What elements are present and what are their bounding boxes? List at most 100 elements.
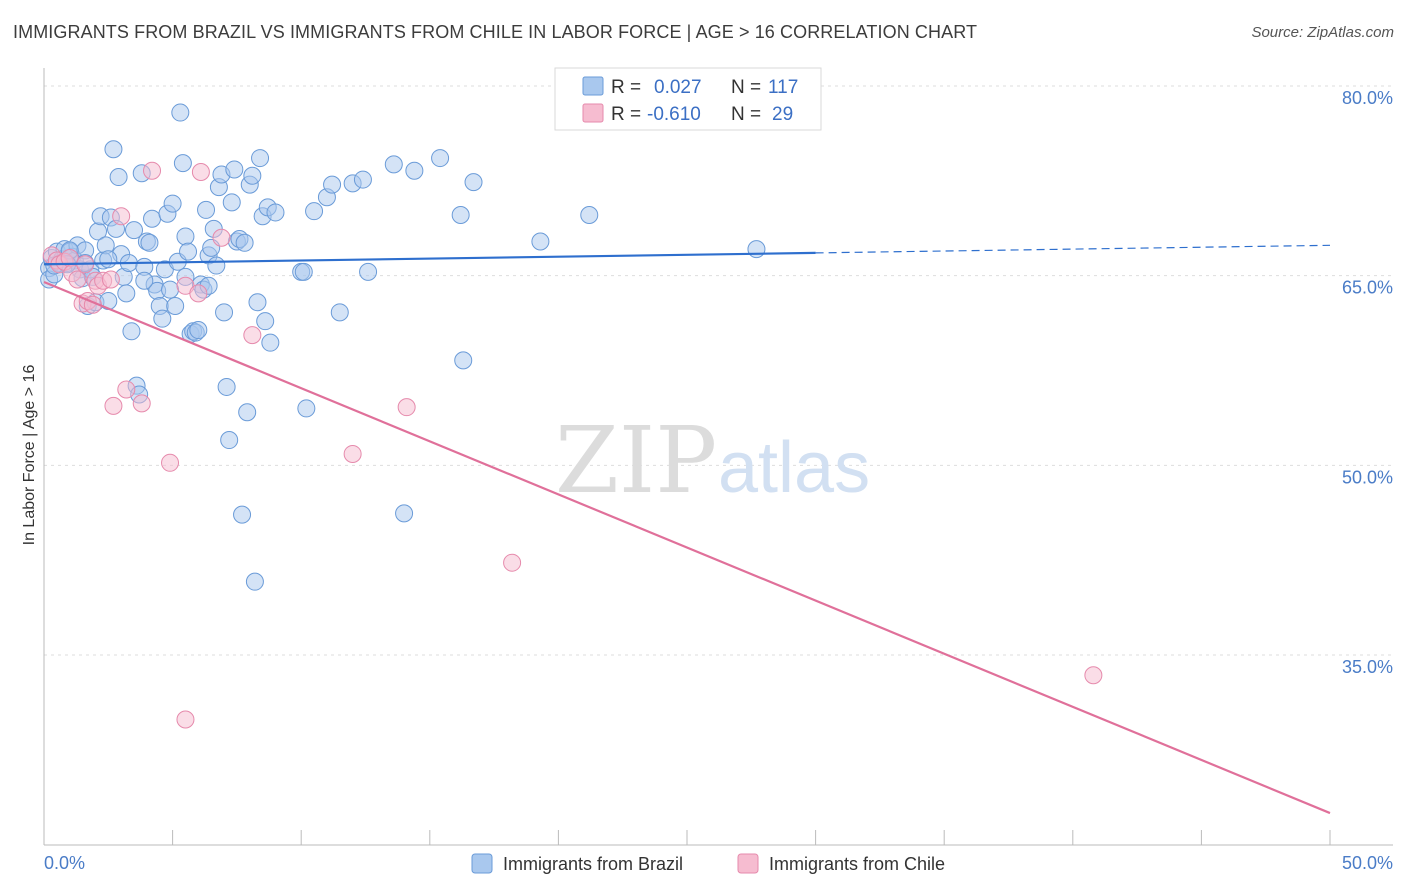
chile-point-17 <box>117 380 136 399</box>
brazil-point-40 <box>140 233 159 252</box>
axes <box>43 68 1393 846</box>
brazil-point-41 <box>143 209 162 228</box>
brazil-point-83 <box>251 149 270 168</box>
brazil-point-72 <box>222 193 241 212</box>
legend-n-value-brazil: 117 <box>768 77 798 98</box>
brazil-point-90 <box>294 262 313 281</box>
brazil-point-82 <box>248 293 267 312</box>
watermark-zip: ZIP <box>555 407 717 514</box>
brazil-point-73 <box>225 160 244 179</box>
chile-point-25 <box>212 228 231 247</box>
chile-point-20 <box>161 453 180 472</box>
source-label: Source: ZipAtlas.com <box>1251 24 1394 41</box>
y-tick-label-35: 35.0% <box>1342 657 1393 677</box>
chile-point-14 <box>101 270 120 289</box>
x-tick-label-min: 0.0% <box>44 853 85 873</box>
legend-r-value-chile: -0.610 <box>647 104 701 125</box>
brazil-point-69 <box>215 303 234 322</box>
brazil-point-95 <box>330 303 349 322</box>
chile-point-22 <box>176 710 195 729</box>
brazil-point-59 <box>189 321 208 340</box>
brazil-point-52 <box>171 103 190 122</box>
brazil-point-104 <box>454 351 473 370</box>
brazil-point-88 <box>266 203 285 222</box>
bottom-legend-label-chile: Immigrants from Chile <box>769 854 945 874</box>
brazil-point-45 <box>153 309 172 328</box>
chile-trend-line <box>43 280 1331 815</box>
y-tick-label-65: 65.0% <box>1342 278 1393 298</box>
brazil-point-78 <box>238 403 257 422</box>
chile-point-19 <box>143 161 162 180</box>
brazil-point-53 <box>173 154 192 173</box>
brazil-point-55 <box>179 242 198 261</box>
brazil-point-85 <box>256 312 275 331</box>
bottom-legend-label-brazil: Immigrants from Brazil <box>503 854 683 874</box>
brazil-point-108 <box>747 240 766 259</box>
brazil-point-113 <box>135 271 154 290</box>
brazil-point-66 <box>207 256 226 275</box>
legend-r-value-brazil: 0.027 <box>654 77 702 98</box>
chile-point-30 <box>1084 666 1103 685</box>
brazil-point-54 <box>176 227 195 246</box>
brazil-point-34 <box>125 221 144 240</box>
brazil-point-112 <box>99 250 118 269</box>
brazil-point-97 <box>353 170 372 189</box>
chile-point-24 <box>191 162 210 181</box>
legend-r-label-chile: R = <box>611 104 641 125</box>
bottom-legend-swatch-chile <box>737 853 759 874</box>
brazil-point-50 <box>166 297 185 316</box>
chile-point-27 <box>343 444 362 463</box>
trend-lines <box>43 244 1331 815</box>
watermark-atlas: atlas <box>718 428 870 508</box>
brazil-point-91 <box>297 399 316 418</box>
y-tick-label-80: 80.0% <box>1342 88 1393 108</box>
brazil-point-33 <box>122 322 141 341</box>
chile-point-28 <box>397 398 416 417</box>
legend-swatch-chile <box>582 103 604 123</box>
brazil-point-103 <box>451 205 470 224</box>
chile-point-16 <box>112 207 131 226</box>
brazil-point-105 <box>464 173 483 192</box>
brazil-point-77 <box>235 233 254 252</box>
brazil-point-71 <box>220 431 239 450</box>
brazil-point-106 <box>531 232 550 251</box>
brazil-point-26 <box>104 140 123 159</box>
brazil-point-28 <box>109 168 128 187</box>
brazil-point-49 <box>163 194 182 213</box>
legend-n-value-chile: 29 <box>772 104 793 125</box>
y-tick-label-50: 50.0% <box>1342 467 1393 487</box>
chile-point-6 <box>68 270 87 289</box>
legend-n-label-brazil: N = <box>731 77 761 98</box>
legend-r-label-brazil: R = <box>611 77 641 98</box>
brazil-point-70 <box>217 377 236 396</box>
brazil-point-31 <box>117 284 136 303</box>
brazil-point-99 <box>384 155 403 174</box>
brazil-trend-extension <box>815 244 1331 254</box>
brazil-trend-line <box>43 251 816 266</box>
brazil-point-102 <box>431 149 450 168</box>
y-tick-labels: 35.0% 50.0% 65.0% 80.0% <box>1342 88 1393 677</box>
brazil-point-100 <box>395 504 414 523</box>
watermark: ZIP atlas <box>555 407 870 514</box>
legend-swatch-brazil <box>582 76 604 96</box>
brazil-point-101 <box>405 161 424 180</box>
chile-point-15 <box>104 396 123 415</box>
brazil-point-87 <box>261 333 280 352</box>
series-legend: Immigrants from Brazil Immigrants from C… <box>471 853 945 874</box>
legend-n-label-chile: N = <box>731 104 761 125</box>
brazil-point-107 <box>580 205 599 224</box>
y-axis-title: In Labor Force | Age > 16 <box>21 365 38 546</box>
x-tick-label-max: 50.0% <box>1342 853 1393 873</box>
chart-title: IMMIGRANTS FROM BRAZIL VS IMMIGRANTS FRO… <box>13 22 978 42</box>
chile-point-18 <box>132 394 151 413</box>
chile-point-29 <box>503 553 522 572</box>
brazil-point-76 <box>233 505 252 524</box>
correlation-legend: R = 0.027 N = 117 R = -0.610 N = 29 <box>554 67 822 131</box>
brazil-point-48 <box>161 280 180 299</box>
brazil-point-98 <box>359 262 378 281</box>
brazil-point-80 <box>243 166 262 185</box>
chile-point-26 <box>243 326 262 345</box>
brazil-point-62 <box>197 200 216 219</box>
chile-point-23 <box>189 284 208 303</box>
